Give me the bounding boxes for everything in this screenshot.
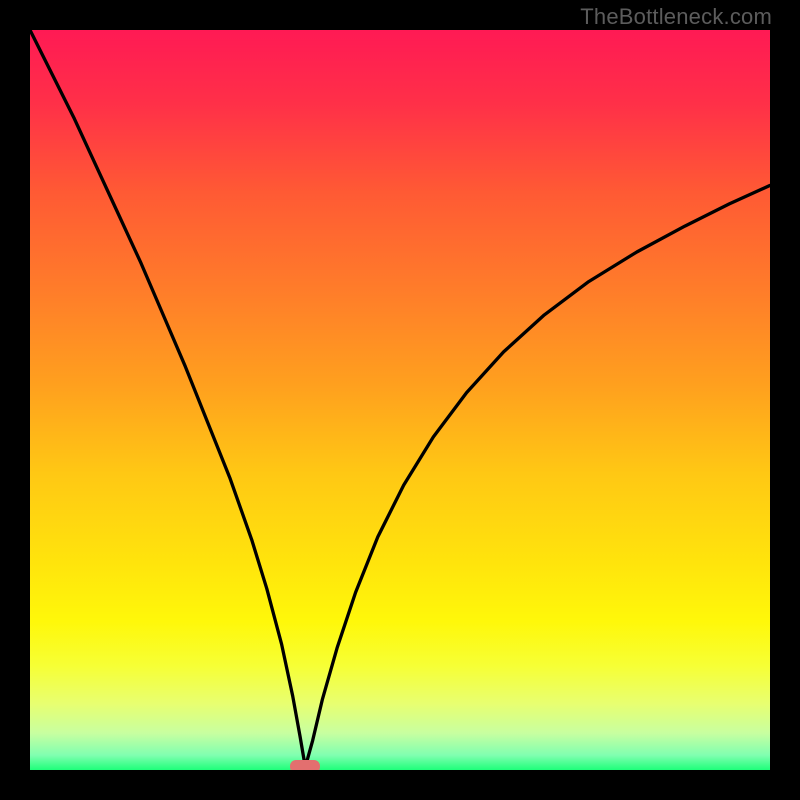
watermark-text: TheBottleneck.com [580,4,772,30]
bottleneck-curve [30,30,770,767]
optimum-marker [290,760,320,771]
chart-frame: TheBottleneck.com [0,0,800,800]
curve-layer [30,30,770,770]
plot-area [30,30,770,770]
